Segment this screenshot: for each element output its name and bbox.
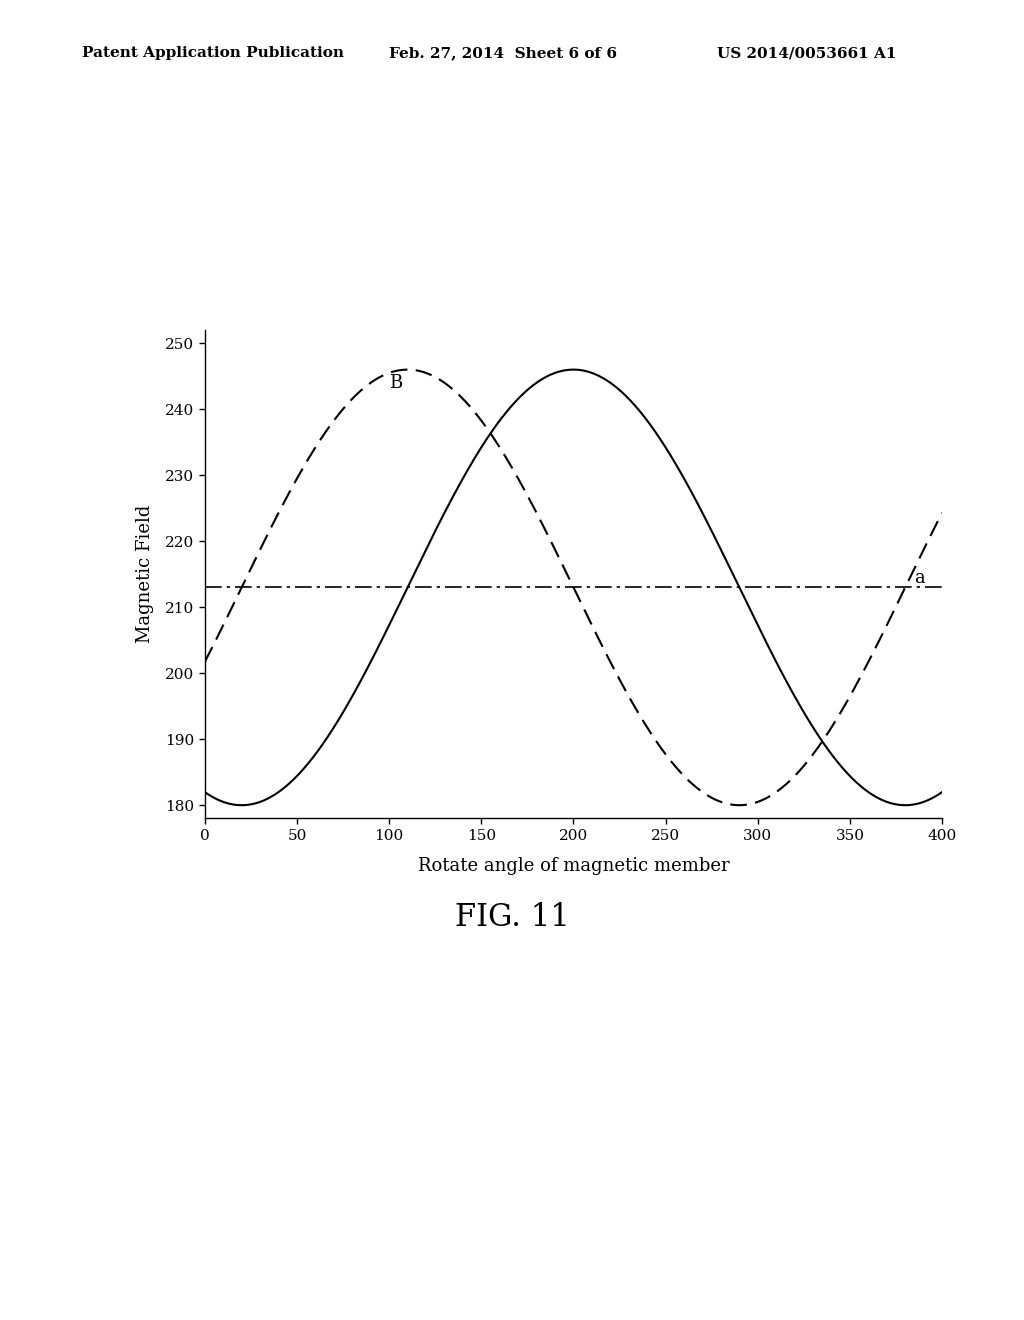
Text: B: B (389, 374, 402, 392)
Text: a: a (914, 569, 925, 586)
Text: Patent Application Publication: Patent Application Publication (82, 46, 344, 61)
Y-axis label: Magnetic Field: Magnetic Field (136, 506, 154, 643)
X-axis label: Rotate angle of magnetic member: Rotate angle of magnetic member (418, 857, 729, 875)
Text: US 2014/0053661 A1: US 2014/0053661 A1 (717, 46, 896, 61)
Text: Feb. 27, 2014  Sheet 6 of 6: Feb. 27, 2014 Sheet 6 of 6 (389, 46, 617, 61)
Text: FIG. 11: FIG. 11 (455, 902, 569, 933)
